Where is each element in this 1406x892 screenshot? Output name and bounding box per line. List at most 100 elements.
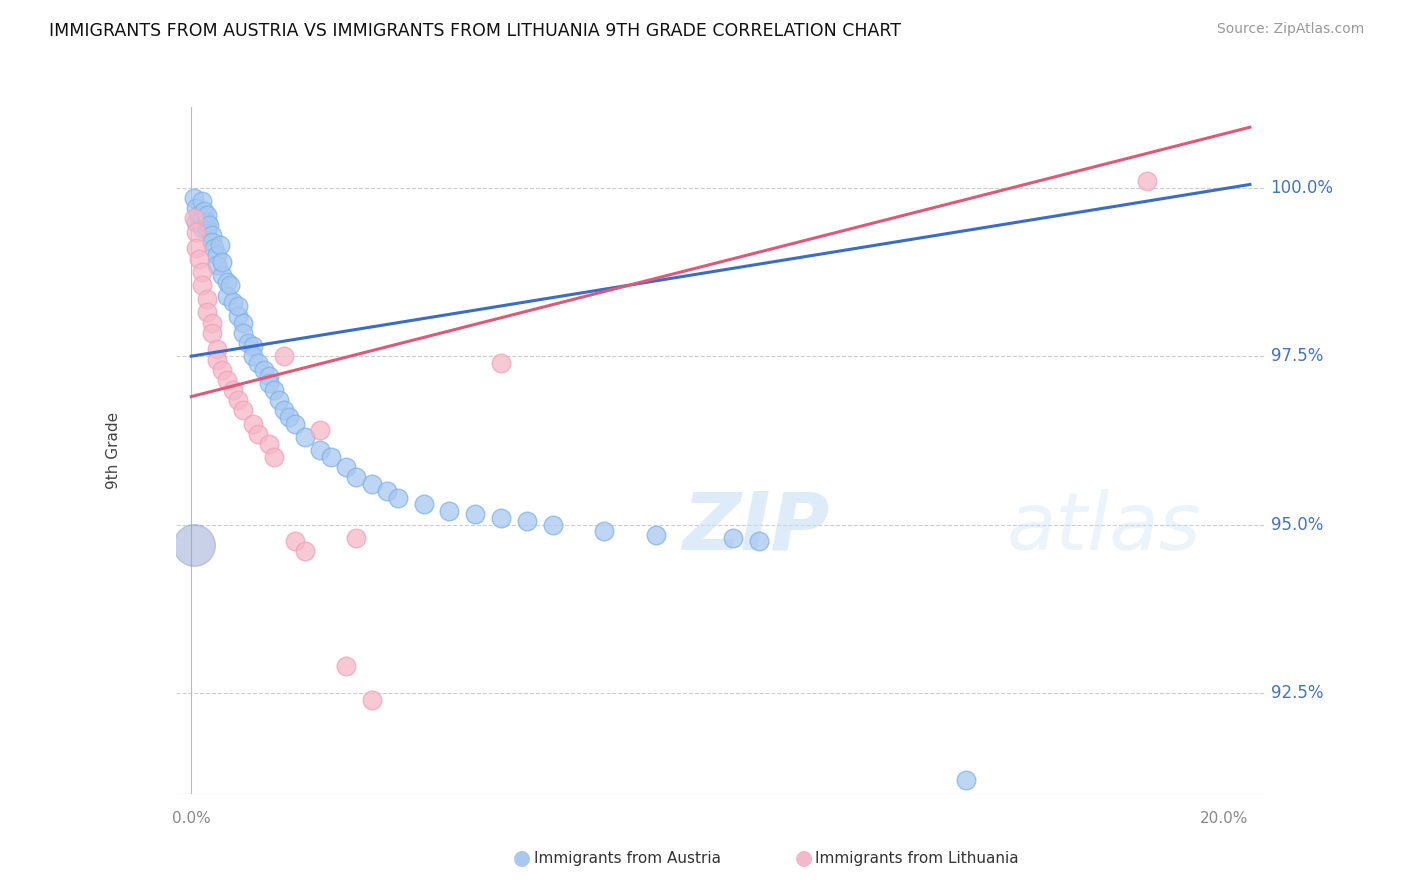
Point <box>183 191 205 205</box>
Point <box>204 242 226 256</box>
Point <box>335 460 357 475</box>
Text: 97.5%: 97.5% <box>1271 347 1323 365</box>
Point <box>489 356 512 370</box>
Point <box>219 278 242 293</box>
Point <box>226 309 249 323</box>
Point <box>190 265 212 279</box>
Point <box>205 248 228 262</box>
Point <box>205 352 228 367</box>
Point <box>201 227 224 242</box>
Point <box>190 211 212 226</box>
Point <box>211 255 233 269</box>
Point <box>309 423 332 437</box>
Point <box>593 524 616 539</box>
Point <box>309 443 332 458</box>
Point <box>294 544 316 558</box>
Text: 9th Grade: 9th Grade <box>107 412 121 489</box>
Point <box>195 208 218 222</box>
Point <box>232 403 254 417</box>
Point <box>257 376 280 391</box>
Point <box>208 238 231 252</box>
Point <box>267 392 290 407</box>
Point <box>489 510 512 524</box>
Point <box>226 392 249 407</box>
Point <box>242 417 264 431</box>
Point <box>217 275 239 289</box>
Point <box>1136 174 1159 188</box>
Text: 92.5%: 92.5% <box>1271 684 1323 702</box>
Point <box>193 204 215 219</box>
Text: Immigrants from Austria: Immigrants from Austria <box>534 851 721 865</box>
Text: Source: ZipAtlas.com: Source: ZipAtlas.com <box>1216 22 1364 37</box>
Point <box>247 356 270 370</box>
Point <box>377 483 399 498</box>
Point <box>217 288 239 302</box>
Point <box>198 218 221 232</box>
Point <box>186 225 208 239</box>
Point <box>190 194 212 209</box>
Text: atlas: atlas <box>1007 489 1202 567</box>
Point <box>361 692 384 706</box>
Point <box>361 477 384 491</box>
Text: 0.0%: 0.0% <box>172 811 211 826</box>
Point <box>645 527 668 541</box>
Point <box>188 252 211 266</box>
Point <box>188 208 211 222</box>
Point <box>955 773 977 788</box>
Point <box>278 409 301 424</box>
Text: Immigrants from Lithuania: Immigrants from Lithuania <box>815 851 1019 865</box>
Point <box>257 369 280 384</box>
Point <box>221 295 243 310</box>
Point <box>211 268 233 283</box>
Text: ●: ● <box>513 848 531 868</box>
Point <box>242 349 264 363</box>
Point <box>201 316 224 330</box>
Point <box>186 242 208 256</box>
Point <box>217 373 239 387</box>
Point <box>335 659 357 673</box>
Point <box>294 430 316 444</box>
Point <box>183 211 205 226</box>
Point <box>387 491 409 505</box>
Text: IMMIGRANTS FROM AUSTRIA VS IMMIGRANTS FROM LITHUANIA 9TH GRADE CORRELATION CHART: IMMIGRANTS FROM AUSTRIA VS IMMIGRANTS FR… <box>49 22 901 40</box>
Text: 95.0%: 95.0% <box>1271 516 1323 533</box>
Point <box>464 508 486 522</box>
Point <box>183 538 205 552</box>
Point <box>263 450 285 465</box>
Point <box>257 436 280 450</box>
Point <box>412 497 434 511</box>
Point <box>242 339 264 353</box>
Text: ZIP: ZIP <box>682 489 830 567</box>
Point <box>283 534 305 549</box>
Point <box>190 221 212 235</box>
Point <box>201 326 224 340</box>
Point <box>186 214 208 228</box>
Point <box>195 292 218 306</box>
Point <box>205 258 228 272</box>
Point <box>439 504 461 518</box>
Point <box>195 305 218 319</box>
Point <box>190 278 212 293</box>
Point <box>232 316 254 330</box>
Point <box>201 235 224 249</box>
Point <box>226 299 249 313</box>
Point <box>195 214 218 228</box>
Text: ●: ● <box>794 848 813 868</box>
Text: 100.0%: 100.0% <box>1271 178 1333 197</box>
Point <box>273 403 295 417</box>
Point <box>516 514 538 528</box>
Point <box>236 335 259 350</box>
Point <box>232 326 254 340</box>
Point <box>748 534 770 549</box>
Text: 20.0%: 20.0% <box>1199 811 1249 826</box>
Point <box>283 417 305 431</box>
Point <box>186 201 208 215</box>
Point <box>541 517 564 532</box>
Point <box>346 470 368 484</box>
Point <box>263 383 285 397</box>
Point <box>723 531 745 545</box>
Point <box>247 426 270 441</box>
Point <box>211 362 233 376</box>
Point <box>346 531 368 545</box>
Point <box>221 383 243 397</box>
